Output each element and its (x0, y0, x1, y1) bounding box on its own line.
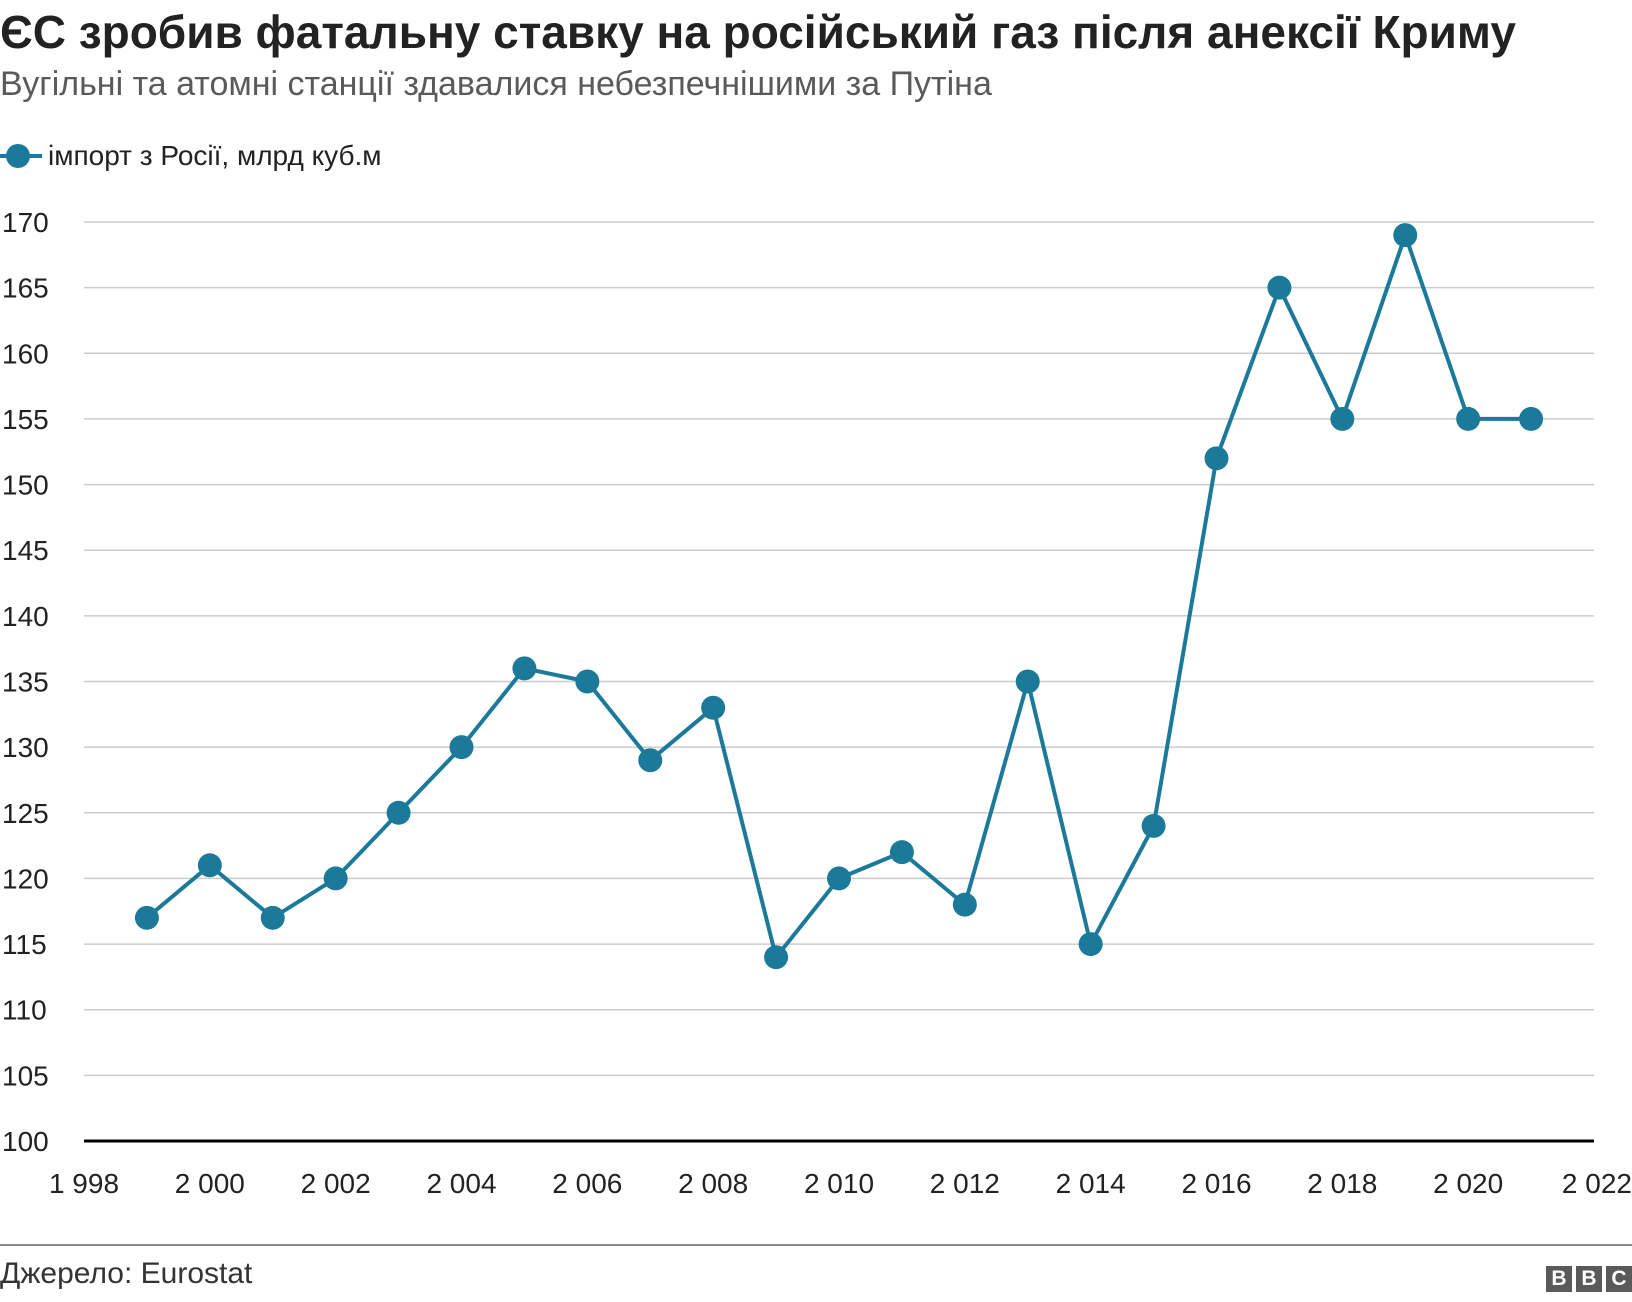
y-tick-label: 160 (2, 338, 49, 369)
chart-subtitle: Вугільні та атомні станції здавалися неб… (0, 65, 992, 103)
data-point (638, 748, 663, 773)
y-tick-label: 105 (2, 1060, 49, 1091)
y-tick-label: 165 (2, 273, 49, 304)
x-tick-label: 2 018 (1307, 1168, 1377, 1199)
data-point (952, 892, 977, 917)
x-tick-label: 2 016 (1181, 1168, 1251, 1199)
series-line (145, 233, 1532, 960)
y-tick-label: 130 (2, 732, 49, 763)
x-tick-label: 2 010 (804, 1168, 874, 1199)
data-point (197, 853, 222, 878)
x-tick-label: 2 006 (552, 1168, 622, 1199)
bbc-logo-letter: C (1606, 1266, 1632, 1292)
data-point (1519, 406, 1544, 431)
chart-title: ЄС зробив фатальну ставку на російський … (0, 6, 1516, 58)
y-tick-label: 170 (2, 207, 49, 238)
source-note: Джерело: Eurostat (0, 1257, 253, 1290)
data-point (1078, 932, 1103, 957)
x-tick-label: 1 998 (49, 1168, 119, 1199)
data-point (827, 866, 851, 891)
y-tick-label: 125 (2, 798, 49, 829)
data-point (1456, 406, 1481, 431)
x-tick-label: 2 014 (1056, 1168, 1126, 1199)
data-point (512, 656, 537, 681)
x-tick-label: 2 002 (301, 1168, 371, 1199)
footer-divider (0, 1244, 1632, 1246)
bbc-logo-letter: B (1546, 1266, 1572, 1292)
x-axis-labels: 1 998 2 000 2 002 2 004 2 006 2 008 2 010 2 012… (49, 1168, 1632, 1199)
bbc-logo-letter: B (1576, 1266, 1602, 1292)
data-point (1141, 813, 1166, 838)
data-point (575, 669, 600, 694)
x-tick-label: 2 008 (678, 1168, 748, 1199)
y-tick-label: 120 (2, 863, 49, 894)
y-tick-label: 100 (2, 1126, 49, 1157)
y-tick-label: 110 (2, 995, 47, 1026)
y-axis-labels: 100 105 110 115 120 125 130 135 140 145 150 155 160 1… (2, 207, 49, 1157)
data-point (260, 905, 285, 930)
y-tick-label: 115 (2, 929, 47, 960)
bbc-logo: B B C (1546, 1266, 1632, 1292)
x-tick-label: 2 022 (1562, 1168, 1632, 1199)
data-point (1393, 223, 1418, 248)
x-tick-label: 2 004 (426, 1168, 496, 1199)
data-point (1015, 669, 1040, 694)
data-point (701, 695, 726, 720)
legend-label: імпорт з Росії, млрд куб.м (48, 140, 382, 171)
data-point (1267, 275, 1292, 300)
y-tick-label: 140 (2, 601, 49, 632)
grid-lines (84, 221, 1594, 1077)
data-point (764, 945, 789, 970)
data-point (449, 735, 474, 760)
y-tick-label: 135 (2, 667, 49, 698)
y-tick-label: 145 (2, 535, 49, 566)
x-tick-label: 2 020 (1433, 1168, 1503, 1199)
legend-marker-icon (0, 138, 44, 174)
data-point (1204, 446, 1229, 471)
x-tick-label: 2 012 (930, 1168, 1000, 1199)
data-point (323, 866, 348, 891)
y-tick-label: 150 (2, 470, 49, 501)
data-point (1330, 406, 1355, 431)
data-point (386, 800, 411, 825)
x-tick-label: 2 000 (175, 1168, 245, 1199)
series-imports (134, 223, 1544, 970)
line-chart: 100 105 110 115 120 125 130 135 140 145 150 155 160 1… (2, 207, 1632, 1199)
y-tick-label: 155 (2, 404, 49, 435)
legend: імпорт з Росії, млрд куб.м (0, 138, 382, 174)
data-point (889, 840, 914, 865)
data-point (134, 905, 159, 930)
